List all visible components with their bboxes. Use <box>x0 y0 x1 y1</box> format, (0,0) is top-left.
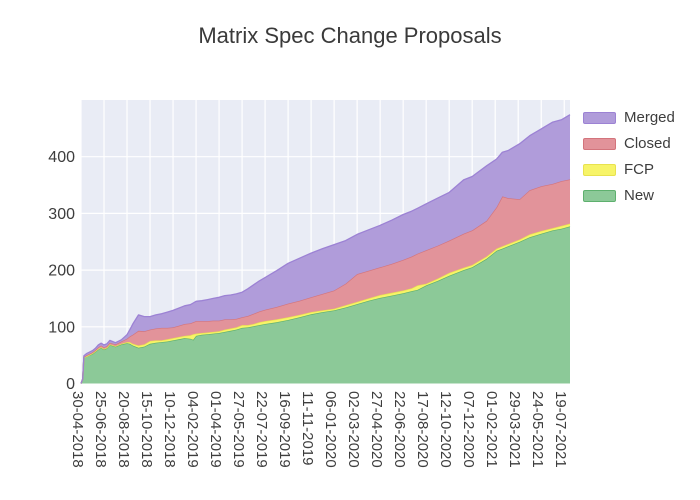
x-tick-label: 24-05-2021 <box>529 391 546 468</box>
x-tick-label: 10-12-2018 <box>161 391 178 468</box>
x-tick-label: 11-11-2019 <box>299 391 316 466</box>
area-new <box>81 226 570 384</box>
x-tick-label: 02-03-2020 <box>345 391 362 468</box>
x-tick-label: 12-10-2020 <box>437 391 454 468</box>
x-tick-label: 01-02-2021 <box>483 391 500 468</box>
x-tick-label: 16-09-2019 <box>276 391 293 468</box>
area-line-merged <box>80 114 571 384</box>
x-tick-label: 07-12-2020 <box>460 391 477 468</box>
legend-item-closed[interactable]: Closed <box>583 134 675 153</box>
chart-legend: Merged Closed FCP New <box>583 108 675 205</box>
legend-label: FCP <box>624 161 654 178</box>
x-tick-label: 17-08-2020 <box>414 391 431 468</box>
x-tick-label: 29-03-2021 <box>506 391 523 468</box>
legend-item-fcp[interactable]: FCP <box>583 160 675 179</box>
x-tick-label: 25-06-2018 <box>92 391 109 468</box>
x-tick-label: 27-04-2020 <box>368 391 385 468</box>
x-tick-label: 06-01-2020 <box>322 391 339 468</box>
legend-label: Merged <box>624 109 675 126</box>
y-tick-label: 100 <box>48 319 75 336</box>
y-tick-label: 300 <box>48 206 75 223</box>
x-tick-label: 27-05-2019 <box>230 391 247 468</box>
x-tick-label: 04-02-2019 <box>184 391 201 468</box>
y-tick-label: 400 <box>48 149 75 166</box>
x-tick-label: 19-07-2021 <box>552 391 569 468</box>
x-tick-label: 22-07-2019 <box>253 391 270 468</box>
y-tick-label: 200 <box>48 263 75 280</box>
x-tick-label: 01-04-2019 <box>207 391 224 468</box>
legend-swatch-new <box>583 189 616 202</box>
area-closed <box>81 179 570 384</box>
legend-label: Closed <box>624 135 671 152</box>
legend-swatch-merged <box>583 111 616 124</box>
x-tick-label: 30-04-2018 <box>69 391 86 468</box>
area-fcp <box>81 223 570 384</box>
chart-title: Matrix Spec Change Proposals <box>198 23 501 48</box>
legend-item-new[interactable]: New <box>583 186 675 205</box>
x-tick-label: 22-06-2020 <box>391 391 408 468</box>
y-tick-label: 0 <box>66 376 75 393</box>
legend-label: New <box>624 187 655 204</box>
legend-swatch-closed <box>583 137 616 150</box>
area-merged <box>81 114 570 384</box>
legend-item-merged[interactable]: Merged <box>583 108 675 127</box>
x-tick-label: 15-10-2018 <box>138 391 155 468</box>
legend-swatch-fcp <box>583 163 616 176</box>
x-tick-label: 20-08-2018 <box>115 391 132 468</box>
